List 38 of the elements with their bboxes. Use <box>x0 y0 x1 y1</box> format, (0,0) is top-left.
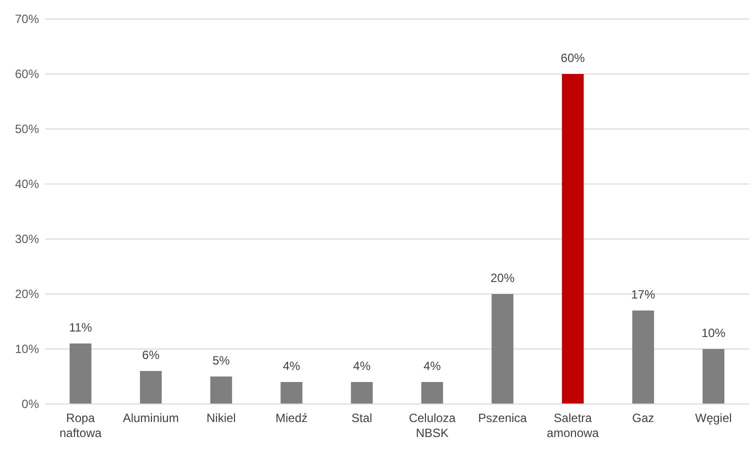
x-tick-label: Węgiel <box>695 411 732 425</box>
bar <box>632 310 654 404</box>
data-label: 17% <box>631 288 656 302</box>
bar <box>350 382 373 404</box>
bar <box>492 294 514 404</box>
x-tick-label: Celuloza NBSK <box>408 411 456 440</box>
y-tick-label: 60% <box>14 67 40 82</box>
data-label: 11% <box>68 320 92 334</box>
data-label: 10% <box>701 326 726 340</box>
x-tick-label: Pszenica <box>478 411 528 425</box>
bar <box>140 371 162 404</box>
x-tick-label: Miedź <box>276 411 308 425</box>
x-tick-label: Aluminium <box>122 411 179 425</box>
data-label: 4% <box>282 359 301 373</box>
x-tick-label: Gaz <box>632 411 654 425</box>
bar <box>562 74 584 404</box>
y-tick-label: 30% <box>14 232 40 246</box>
data-label: 6% <box>142 348 160 362</box>
data-label: 20% <box>490 271 515 285</box>
y-tick-label: 0% <box>22 397 40 412</box>
y-tick-label: 70% <box>14 12 40 26</box>
data-label: 60% <box>560 51 586 65</box>
y-tick-label: 20% <box>14 287 40 302</box>
bar <box>280 382 302 404</box>
data-label: 5% <box>212 354 230 368</box>
x-tick-label: Nikiel <box>206 411 236 425</box>
x-tick-label: Stal <box>351 411 372 425</box>
bar <box>702 349 724 404</box>
bar <box>421 382 444 404</box>
y-tick-label: 10% <box>14 342 40 356</box>
data-label: 4% <box>353 359 371 373</box>
x-tick-label: Ropa naftowa <box>60 411 102 440</box>
bar <box>210 376 232 404</box>
y-tick-label: 50% <box>14 122 40 136</box>
y-tick-label: 40% <box>14 177 40 192</box>
data-label: 4% <box>423 359 442 373</box>
x-tick-label: Saletra amonowa <box>546 411 600 440</box>
bar <box>70 344 92 404</box>
